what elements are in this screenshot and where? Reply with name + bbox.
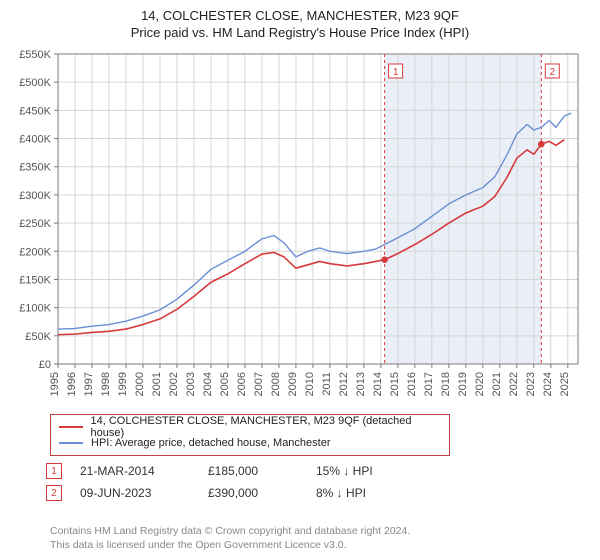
x-tick-label: 2010	[304, 372, 316, 396]
legend-label: HPI: Average price, detached house, Manc…	[91, 437, 331, 449]
legend-swatch	[59, 442, 83, 444]
legend: 14, COLCHESTER CLOSE, MANCHESTER, M23 9Q…	[50, 414, 450, 456]
highlight-band	[385, 54, 542, 364]
x-tick-label: 2018	[440, 372, 452, 396]
x-tick-label: 2007	[253, 372, 265, 396]
footer: Contains HM Land Registry data © Crown c…	[50, 524, 410, 552]
y-tick-label: £100K	[19, 303, 51, 315]
x-tick-label: 1995	[49, 372, 61, 396]
x-tick-label: 2021	[491, 372, 503, 396]
sales-delta: 15% ↓ HPI	[316, 464, 426, 478]
y-tick-label: £0	[39, 359, 51, 371]
x-tick-label: 2024	[542, 372, 554, 396]
x-tick-label: 2005	[219, 372, 231, 396]
sales-table: 1 21-MAR-2014 £185,000 15% ↓ HPI 2 09-JUN-202…	[46, 460, 426, 504]
x-tick-label: 2020	[474, 372, 486, 396]
sales-date: 21-MAR-2014	[80, 464, 190, 478]
x-tick-label: 2009	[287, 372, 299, 396]
x-tick-label: 1996	[66, 372, 78, 396]
sale-point	[538, 141, 545, 148]
x-tick-label: 2019	[457, 372, 469, 396]
x-tick-label: 2017	[423, 372, 435, 396]
x-tick-label: 2023	[525, 372, 537, 396]
footer-line1: Contains HM Land Registry data © Crown c…	[50, 524, 410, 538]
chart-title: 14, COLCHESTER CLOSE, MANCHESTER, M23 9Q…	[0, 8, 600, 23]
x-tick-label: 2000	[134, 372, 146, 396]
y-tick-label: £200K	[19, 246, 51, 258]
y-tick-label: £250K	[19, 218, 51, 230]
x-tick-label: 1998	[100, 372, 112, 396]
x-tick-label: 1997	[83, 372, 95, 396]
sales-row: 2 09-JUN-2023 £390,000 8% ↓ HPI	[46, 482, 426, 504]
y-tick-label: £50K	[25, 331, 51, 343]
x-tick-label: 2008	[270, 372, 282, 396]
x-tick-label: 2015	[389, 372, 401, 396]
sales-marker: 1	[46, 463, 62, 479]
y-tick-label: £500K	[19, 77, 51, 89]
x-tick-label: 2003	[185, 372, 197, 396]
y-tick-label: £300K	[19, 190, 51, 202]
sales-price: £185,000	[208, 464, 298, 478]
sales-delta: 8% ↓ HPI	[316, 486, 426, 500]
y-tick-label: £550K	[19, 49, 51, 61]
y-tick-label: £400K	[19, 134, 51, 146]
legend-label: 14, COLCHESTER CLOSE, MANCHESTER, M23 9Q…	[91, 415, 441, 439]
x-tick-label: 2011	[321, 372, 333, 396]
y-tick-label: £150K	[19, 274, 51, 286]
sale-marker-label: 1	[393, 67, 399, 78]
x-tick-label: 2006	[236, 372, 248, 396]
x-tick-label: 1999	[117, 372, 129, 396]
sale-point	[381, 256, 388, 263]
x-tick-label: 2004	[202, 372, 214, 396]
y-tick-label: £350K	[19, 162, 51, 174]
chart-svg: £0 £50K £100K £150K £200K £250K £300K £350K £400…	[0, 48, 600, 408]
chart: £0 £50K £100K £150K £200K £250K £300K £350K £400…	[0, 48, 600, 408]
legend-row: 14, COLCHESTER CLOSE, MANCHESTER, M23 9Q…	[59, 419, 441, 435]
x-tick-label: 2012	[338, 372, 350, 396]
x-tick-label: 2025	[559, 372, 571, 396]
x-tick-label: 2013	[355, 372, 367, 396]
legend-swatch	[59, 426, 83, 428]
chart-header: 14, COLCHESTER CLOSE, MANCHESTER, M23 9Q…	[0, 0, 600, 40]
sale-marker-label: 2	[550, 67, 556, 78]
sales-price: £390,000	[208, 486, 298, 500]
y-tick-label: £450K	[19, 105, 51, 117]
sales-marker: 2	[46, 485, 62, 501]
x-tick-label: 2002	[168, 372, 180, 396]
x-tick-label: 2014	[372, 372, 384, 396]
sales-date: 09-JUN-2023	[80, 486, 190, 500]
chart-subtitle: Price paid vs. HM Land Registry's House …	[0, 25, 600, 40]
x-tick-label: 2016	[406, 372, 418, 396]
sales-row: 1 21-MAR-2014 £185,000 15% ↓ HPI	[46, 460, 426, 482]
x-tick-label: 2001	[151, 372, 163, 396]
x-tick-label: 2022	[508, 372, 520, 396]
footer-line2: This data is licensed under the Open Gov…	[50, 538, 410, 552]
